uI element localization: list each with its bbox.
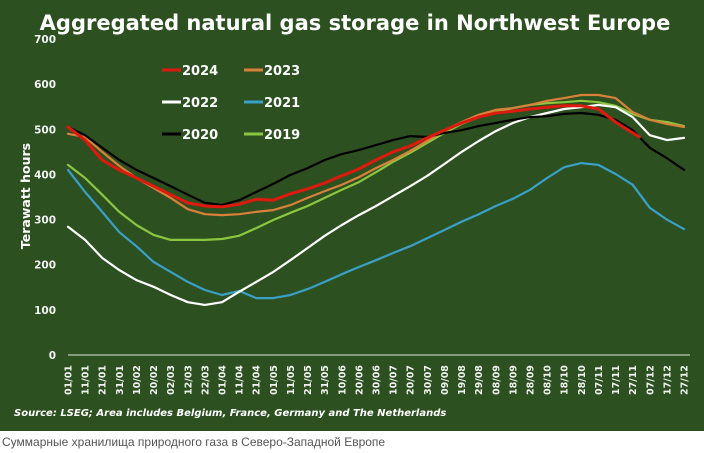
x-tick-label: 31/01: [115, 365, 126, 395]
x-tick-label: 01/04: [218, 365, 229, 395]
y-tick-label: 0: [49, 350, 56, 362]
y-tick-label: 700: [34, 34, 56, 46]
x-tick-label: 27/12: [680, 365, 691, 395]
x-tick-label: 08/09: [491, 365, 502, 395]
x-tick-label: 21/04: [252, 365, 263, 395]
x-tick-label: 27/11: [628, 365, 639, 395]
y-tick-label: 100: [34, 305, 56, 317]
x-tick-label: 11/01: [81, 365, 92, 395]
x-tick-label: 11/04: [235, 365, 246, 395]
series-line-2020: [66, 111, 686, 207]
series-line-2024: [66, 104, 641, 209]
x-tick-label: 18/10: [560, 365, 571, 395]
x-tick-label: 20/07: [406, 365, 417, 395]
x-tick-label: 07/11: [594, 365, 605, 395]
x-tick-label: 08/10: [543, 365, 554, 395]
x-tick-label: 28/10: [577, 365, 588, 395]
x-tick-label: 01/01: [64, 365, 75, 395]
x-tick-label: 20/02: [149, 365, 160, 395]
legend-label: 2022: [182, 96, 218, 111]
chart-title: Aggregated natural gas storage in Northw…: [40, 11, 671, 35]
x-tick-label: 28/09: [526, 365, 537, 395]
series-line-2022: [66, 103, 686, 306]
legend: 2024 2023 2022 2021 2020 2019: [162, 64, 300, 143]
x-tick-label: 17/11: [611, 365, 622, 395]
y-tick-label: 400: [34, 169, 56, 181]
chart: Aggregated natural gas storage in Northw…: [14, 11, 691, 419]
x-tick-label: 11/05: [286, 365, 297, 395]
legend-item-2019: 2019: [244, 128, 300, 143]
y-tick-label: 500: [34, 124, 56, 136]
x-tick-label: 30/07: [423, 365, 434, 395]
series-lines: [66, 93, 686, 306]
legend-item-2024: 2024: [162, 64, 218, 79]
x-tick-label: 12/03: [183, 365, 194, 395]
source-note: Source: LSEG; Area includes Belgium, Fra…: [14, 408, 446, 419]
legend-label: 2023: [264, 64, 300, 79]
series-line-2019: [66, 99, 686, 241]
x-tick-label: 29/08: [474, 365, 485, 395]
y-tick-label: 300: [34, 215, 56, 227]
x-tick-label: 21/01: [98, 365, 109, 395]
legend-item-2023: 2023: [244, 64, 300, 79]
x-tick-label: 19/08: [457, 365, 468, 395]
x-tick-label: 10/07: [389, 365, 400, 395]
legend-item-2022: 2022: [162, 96, 218, 111]
y-axis: 0 100 200 300 400 500 600 700: [34, 34, 56, 362]
x-tick-label: 31/05: [320, 365, 331, 395]
x-tick-label: 30/06: [372, 365, 383, 395]
y-axis-label: Terawatt hours: [18, 143, 33, 249]
series-line-2021: [66, 162, 686, 300]
series-line-2023: [66, 93, 686, 217]
legend-item-2021: 2021: [244, 96, 300, 111]
x-tick-label: 20/06: [354, 365, 365, 395]
x-tick-label: 21/05: [303, 365, 314, 395]
x-tick-label: 10/06: [337, 365, 348, 395]
x-axis: 01/01 11/01 21/01 31/01 10/02 20/02 02/03 12/03…: [64, 365, 691, 395]
legend-label: 2020: [182, 128, 218, 143]
x-tick-label: 17/12: [662, 365, 673, 395]
x-tick-label: 18/09: [508, 365, 519, 395]
y-tick-label: 200: [34, 260, 56, 272]
image-caption: Суммарные хранилища природного газа в Се…: [2, 435, 386, 449]
x-tick-label: 01/05: [269, 365, 280, 395]
legend-label: 2024: [182, 64, 218, 79]
legend-label: 2021: [264, 96, 300, 111]
legend-item-2020: 2020: [162, 128, 218, 143]
legend-label: 2019: [264, 128, 300, 143]
x-tick-label: 22/03: [200, 365, 211, 395]
x-tick-label: 07/12: [645, 365, 656, 395]
x-tick-label: 10/02: [132, 365, 143, 395]
x-tick-label: 02/03: [166, 365, 177, 395]
chart-panel: [0, 0, 704, 431]
x-tick-label: 09/08: [440, 365, 451, 395]
y-tick-label: 600: [34, 79, 56, 91]
